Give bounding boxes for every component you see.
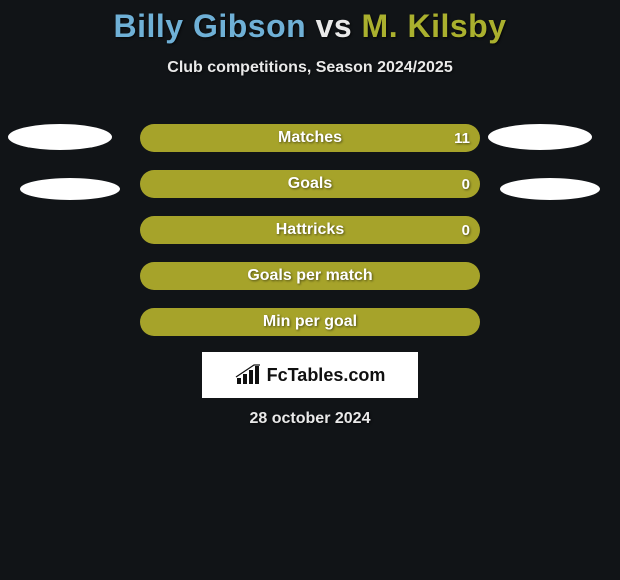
stats-container: Matches 11 Goals 0 Hattricks 0 Goals per… [140,124,480,354]
bar-chart-icon [235,364,261,386]
stat-row-goals-per-match: Goals per match [140,262,480,290]
player2-name: M. Kilsby [362,8,507,44]
stat-label: Goals per match [247,267,372,285]
stat-right-value: 0 [462,222,470,239]
left-ellipse-2 [20,178,120,200]
player1-name: Billy Gibson [113,8,306,44]
footer-date: 28 october 2024 [0,410,620,428]
vs-text: vs [316,8,353,44]
branding-text: FcTables.com [267,365,386,386]
stat-label: Matches [278,129,342,147]
comparison-title: Billy Gibson vs M. Kilsby [0,0,620,45]
stat-label: Min per goal [263,313,357,331]
stat-label: Goals [288,175,332,193]
left-ellipse-1 [8,124,112,150]
right-ellipse-2 [500,178,600,200]
stat-label: Hattricks [276,221,344,239]
branding-box: FcTables.com [202,352,418,398]
stat-row-hattricks: Hattricks 0 [140,216,480,244]
stat-row-matches: Matches 11 [140,124,480,152]
stat-right-value: 11 [454,130,470,147]
stat-row-goals: Goals 0 [140,170,480,198]
right-ellipse-1 [488,124,592,150]
stat-right-value: 0 [462,176,470,193]
stat-row-min-per-goal: Min per goal [140,308,480,336]
subtitle: Club competitions, Season 2024/2025 [0,59,620,77]
